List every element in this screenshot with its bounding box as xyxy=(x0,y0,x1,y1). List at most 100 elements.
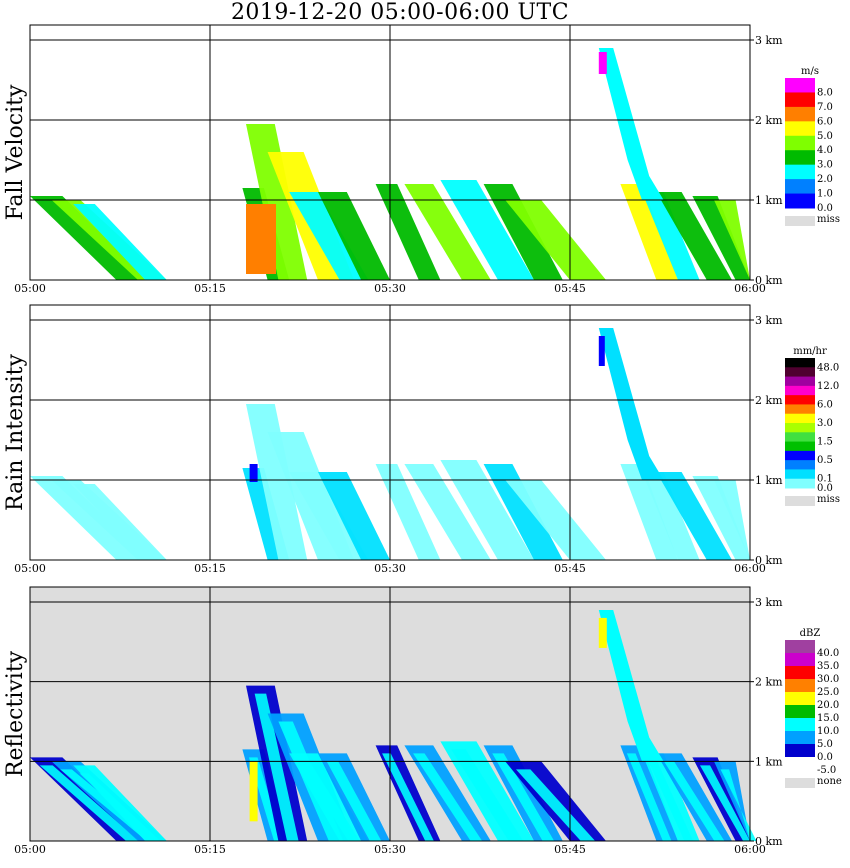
x-tick-label: 06:00 xyxy=(734,562,766,575)
y-tick-label: 0 km xyxy=(755,274,783,287)
plume-top-cell xyxy=(598,617,607,648)
legend-swatch xyxy=(785,718,815,732)
legend-label: 0.1 xyxy=(817,474,833,485)
precip-plume xyxy=(598,609,664,762)
precip-streak-core xyxy=(254,693,299,841)
legend-label: 0.0 xyxy=(817,752,833,763)
legend-swatch xyxy=(785,653,815,667)
legend-swatch xyxy=(785,460,815,470)
precip-streak xyxy=(692,476,750,560)
y-tick-label: 2 km xyxy=(755,394,783,407)
y-tick-label: 1 km xyxy=(755,474,783,487)
precip-plume xyxy=(598,48,664,200)
precip-streak xyxy=(714,761,750,841)
figure-title: 2019-12-20 05:00-06:00 UTC xyxy=(230,0,570,25)
high-velocity-cell xyxy=(246,204,276,274)
y-tick-label: 3 km xyxy=(755,596,783,609)
precip-streak xyxy=(375,464,441,560)
x-tick-label: 05:00 xyxy=(14,282,46,295)
plot-frame xyxy=(29,24,751,281)
precip-streak xyxy=(73,484,167,560)
legend-label: 25.0 xyxy=(817,687,839,698)
precip-streak xyxy=(318,192,390,280)
plot-frame xyxy=(29,586,751,842)
legend-label: 6.0 xyxy=(817,116,833,127)
legend-swatch xyxy=(785,413,815,424)
legend-swatch xyxy=(785,150,815,166)
legend-label: 1.5 xyxy=(817,437,833,448)
legend-label: 0.5 xyxy=(817,455,833,466)
precip-streak xyxy=(642,472,700,560)
panel-ylabel: Rain Intensity xyxy=(3,353,28,510)
precip-streak xyxy=(404,184,491,280)
legend-label: -5.0 xyxy=(817,765,836,776)
legend-label: 15.0 xyxy=(817,713,839,724)
y-tick-label: 2 km xyxy=(755,114,783,127)
legend-swatch xyxy=(785,679,815,693)
legend-swatch xyxy=(785,423,815,433)
legend-swatch xyxy=(785,121,815,137)
legend-missing-swatch xyxy=(785,216,815,226)
precip-streak xyxy=(440,460,534,560)
precip-streak xyxy=(440,180,534,280)
legend-label: 5.0 xyxy=(817,739,833,750)
legend-swatch xyxy=(785,106,815,122)
y-tick-label: 2 km xyxy=(755,676,783,689)
legend-unit: dBZ xyxy=(800,628,821,639)
legend-missing-swatch xyxy=(785,496,815,506)
precip-streak-core xyxy=(297,761,360,841)
legend-label: 5.0 xyxy=(817,131,833,142)
legend-swatch xyxy=(785,395,815,405)
precip-streak xyxy=(246,404,308,560)
legend-unit: m/s xyxy=(801,66,819,77)
legend-label: 4.0 xyxy=(817,145,833,156)
panel-ylabel: Fall Velocity xyxy=(3,84,28,220)
legend-label: 12.0 xyxy=(817,381,839,392)
precip-streak xyxy=(404,464,491,560)
legend-label: 3.0 xyxy=(817,160,833,171)
legend-unit: mm/hr xyxy=(793,346,827,357)
legend-label: 0.0 xyxy=(817,483,833,494)
legend-missing-swatch xyxy=(785,778,815,788)
legend-label: 8.0 xyxy=(817,87,833,98)
legend-swatch xyxy=(785,376,815,387)
legend-swatch xyxy=(785,441,815,452)
legend-swatch xyxy=(785,666,815,680)
plume-top-cell xyxy=(598,336,605,366)
legend-swatch xyxy=(785,450,815,461)
precip-streak-core xyxy=(626,753,672,841)
precip-streak xyxy=(656,472,732,560)
y-tick-label: 0 km xyxy=(755,835,783,848)
y-tick-label: 0 km xyxy=(755,554,783,567)
x-tick-label: 06:00 xyxy=(734,843,766,856)
legend-swatch xyxy=(785,744,815,758)
x-tick-label: 05:15 xyxy=(194,562,226,575)
x-tick-label: 05:45 xyxy=(554,843,586,856)
legend-swatch xyxy=(785,385,815,396)
precip-streak xyxy=(289,192,369,280)
precip-streak xyxy=(318,472,390,560)
panel-ylabel: Reflectivity xyxy=(3,650,28,777)
legend-label: 1.0 xyxy=(817,189,833,200)
precip-streak xyxy=(656,192,732,280)
legend-swatch xyxy=(785,469,815,480)
y-tick-label: 1 km xyxy=(755,194,783,207)
x-tick-label: 05:30 xyxy=(374,282,406,295)
x-tick-label: 05:45 xyxy=(554,282,586,295)
precip-streak xyxy=(375,184,441,280)
legend-swatch xyxy=(785,705,815,719)
reflectivity-core xyxy=(249,761,258,822)
precip-streak xyxy=(483,464,563,560)
legend-swatch xyxy=(785,640,815,654)
x-tick-label: 05:15 xyxy=(194,282,226,295)
precip-streak-core xyxy=(413,753,483,841)
precip-streak-core xyxy=(699,765,750,841)
precip-streak-core xyxy=(492,753,555,841)
legend-swatch xyxy=(785,179,815,195)
plume-top-cell xyxy=(598,52,607,74)
x-tick-label: 05:15 xyxy=(194,843,226,856)
legend-label: 40.0 xyxy=(817,648,839,659)
precip-streak xyxy=(714,480,750,560)
legend-swatch xyxy=(785,78,815,93)
